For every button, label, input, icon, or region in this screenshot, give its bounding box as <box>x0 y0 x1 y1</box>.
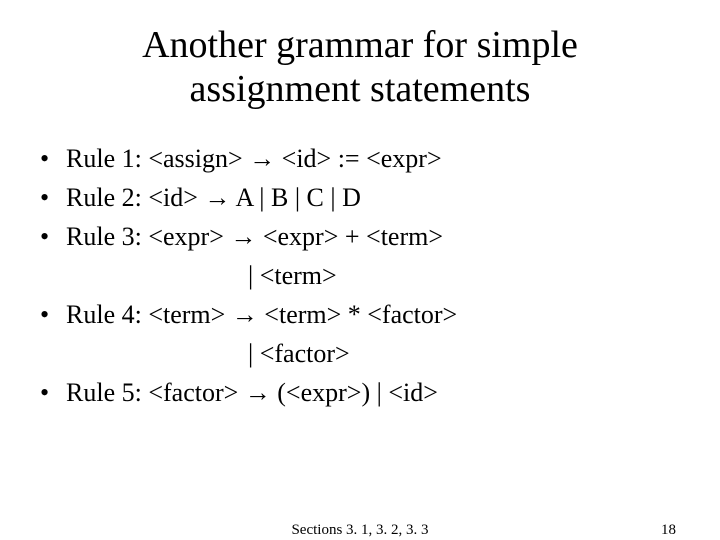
rule-item: • Rule 2: <id> → A | B | C | D <box>40 178 680 217</box>
footer-sections: Sections 3. 1, 3. 2, 3. 3 <box>0 522 720 539</box>
bullet-icon: • <box>40 373 66 412</box>
rule-continuation: | <factor> <box>40 334 680 373</box>
rule-text: Rule 3: <expr> → <expr> + <term> <box>66 217 443 256</box>
bullet-icon: • <box>40 178 66 217</box>
bullet-icon: • <box>40 295 66 334</box>
page-number: 18 <box>661 522 676 539</box>
rule-continuation: | <term> <box>40 256 680 295</box>
slide: Another grammar for simple assignment st… <box>0 0 720 540</box>
rule-text: Rule 5: <factor> → (<expr>) | <id> <box>66 373 438 412</box>
rule-text: Rule 1: <assign> → <id> := <expr> <box>66 139 442 178</box>
bullet-icon: • <box>40 217 66 256</box>
rules-list: • Rule 1: <assign> → <id> := <expr> • Ru… <box>40 139 680 412</box>
rule-item: • Rule 4: <term> → <term> * <factor> <box>40 295 680 334</box>
rule-text: Rule 2: <id> → A | B | C | D <box>66 178 361 217</box>
title-line-2: assignment statements <box>190 68 531 110</box>
rule-item: • Rule 5: <factor> → (<expr>) | <id> <box>40 373 680 412</box>
slide-title: Another grammar for simple assignment st… <box>40 24 680 111</box>
rule-item: • Rule 1: <assign> → <id> := <expr> <box>40 139 680 178</box>
rule-text: Rule 4: <term> → <term> * <factor> <box>66 295 457 334</box>
rule-item: • Rule 3: <expr> → <expr> + <term> <box>40 217 680 256</box>
title-line-1: Another grammar for simple <box>142 24 578 66</box>
bullet-icon: • <box>40 139 66 178</box>
